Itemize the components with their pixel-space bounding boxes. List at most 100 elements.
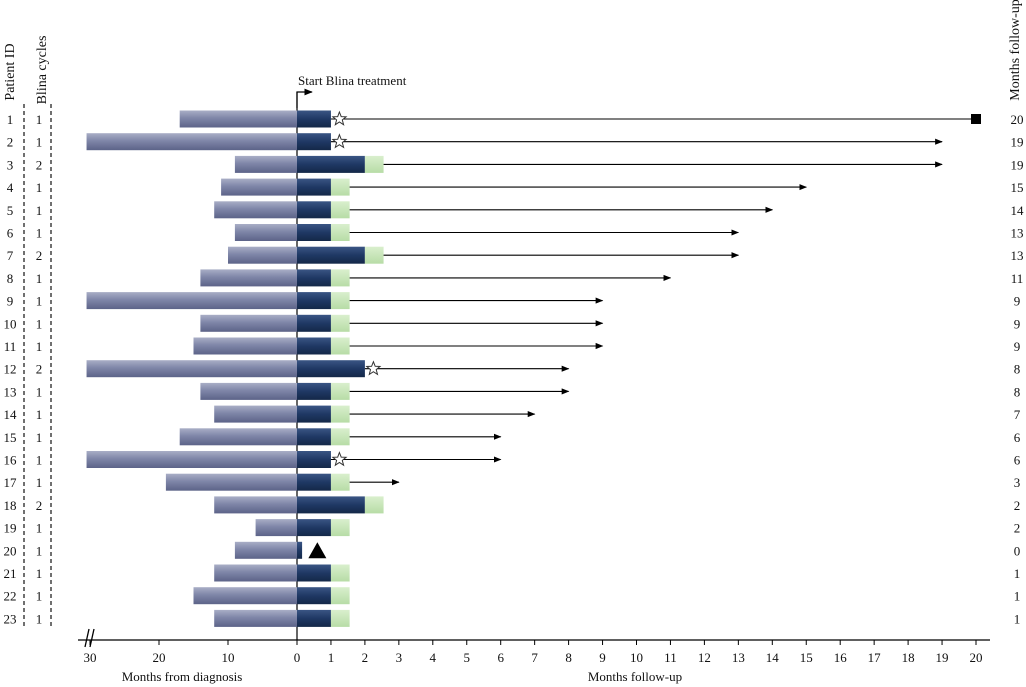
follow-up-value-label: 8 <box>1014 384 1021 399</box>
patient-row: 5 1 14 <box>7 201 1025 219</box>
post-treatment-bar <box>330 292 350 310</box>
blina-cycles-label: 2 <box>36 362 43 377</box>
right-tick-label: 16 <box>834 650 848 665</box>
post-treatment-bar <box>330 314 350 332</box>
follow-up-value-label: 2 <box>1014 498 1021 513</box>
diagnosis-bar <box>193 337 297 355</box>
diagnosis-bar <box>255 519 297 537</box>
post-treatment-bar <box>364 246 384 264</box>
patient-row: 6 1 13 <box>7 224 1024 241</box>
blina-cycles-label: 1 <box>36 543 43 558</box>
patient-row: 21 1 1 <box>4 564 1020 582</box>
blina-bar <box>297 360 365 378</box>
patient-row: 12 2 8 <box>4 360 1020 378</box>
diagnosis-bar <box>86 360 297 378</box>
follow-up-value-label: 0 <box>1014 543 1021 558</box>
patient-row: 2 1 19 <box>7 133 1024 151</box>
patient-row: 10 1 9 <box>4 314 1021 332</box>
follow-up-value-label: 9 <box>1014 294 1021 309</box>
blina-cycles-label: 1 <box>36 430 43 445</box>
blina-cycles-label: 1 <box>36 112 43 127</box>
right-tick-label: 20 <box>970 650 983 665</box>
blina-cycles-label: 1 <box>36 475 43 490</box>
patient-id-label: 18 <box>4 498 17 513</box>
patient-row: 8 1 11 <box>7 269 1023 287</box>
right-tick-label: 12 <box>698 650 711 665</box>
patient-row: 15 1 6 <box>4 428 1021 446</box>
blina-bar <box>297 541 303 559</box>
blina-cycles-label: 1 <box>36 294 43 309</box>
follow-up-value-label: 6 <box>1014 453 1021 468</box>
blina-cycles-label: 1 <box>36 271 43 286</box>
right-tick-label: 13 <box>732 650 745 665</box>
patient-id-label: 22 <box>4 589 17 604</box>
right-tick-label: 18 <box>902 650 915 665</box>
patient-row: 14 1 7 <box>4 405 1021 423</box>
right-tick-label: 6 <box>497 650 504 665</box>
post-treatment-bar <box>330 337 350 355</box>
blina-cycles-label: 2 <box>36 498 43 513</box>
blina-bar <box>297 496 365 514</box>
patient-id-label: 9 <box>7 294 14 309</box>
follow-up-value-label: 9 <box>1014 316 1021 331</box>
post-treatment-bar <box>330 609 350 627</box>
follow-up-value-label: 14 <box>1011 203 1025 218</box>
diagnosis-bar <box>86 133 297 151</box>
right-tick-label: 15 <box>800 650 813 665</box>
blina-bar <box>297 405 331 423</box>
blina-cycles-label: 1 <box>36 566 43 581</box>
months-follow-up-header: Months follow-up <box>1008 0 1023 101</box>
blina-bar <box>297 314 331 332</box>
follow-up-value-label: 6 <box>1014 430 1021 445</box>
follow-up-value-label: 20 <box>1011 112 1024 127</box>
patient-id-label: 15 <box>4 430 17 445</box>
patient-id-label: 11 <box>4 339 17 354</box>
blina-bar <box>297 133 331 151</box>
post-treatment-bar <box>330 269 350 287</box>
diagnosis-bar <box>165 473 297 491</box>
star-marker <box>365 360 382 376</box>
right-tick-label: 2 <box>362 650 369 665</box>
diagnosis-bar <box>214 405 297 423</box>
star-marker <box>331 133 348 149</box>
diagnosis-bar <box>214 564 297 582</box>
patient-row: 11 1 9 <box>4 337 1020 355</box>
blina-cycles-label: 2 <box>36 248 43 263</box>
post-treatment-bar <box>330 519 350 537</box>
follow-up-value-label: 1 <box>1014 589 1021 604</box>
post-treatment-bar <box>330 178 350 196</box>
blina-bar <box>297 337 331 355</box>
left-tick-label: 20 <box>153 650 166 665</box>
follow-up-value-label: 2 <box>1014 521 1021 536</box>
patient-row: 3 2 19 <box>7 155 1024 173</box>
follow-up-value-label: 3 <box>1014 475 1021 490</box>
right-tick-label: 8 <box>565 650 572 665</box>
patient-row: 16 1 6 <box>4 451 1021 468</box>
blina-bar <box>297 451 331 468</box>
patient-id-label: 12 <box>4 362 17 377</box>
blina-cycles-label: 1 <box>36 611 43 626</box>
follow-up-value-label: 19 <box>1011 157 1024 172</box>
axis-break <box>84 628 95 648</box>
patient-id-label: 23 <box>4 611 17 626</box>
start-blina-arrow <box>296 88 313 108</box>
blina-bar <box>297 519 331 537</box>
diagnosis-bar <box>234 224 297 241</box>
patient-id-label: 19 <box>4 521 17 536</box>
blina-bar <box>297 224 331 241</box>
right-tick-label: 9 <box>599 650 606 665</box>
diagnosis-bar <box>200 269 297 287</box>
right-tick-label: 19 <box>936 650 949 665</box>
blina-cycles-label: 1 <box>36 135 43 150</box>
patient-id-label: 1 <box>7 112 14 127</box>
diagnosis-bar <box>221 178 297 196</box>
follow-up-value-label: 15 <box>1011 180 1024 195</box>
post-treatment-bar <box>330 405 350 423</box>
right-tick-label: 3 <box>396 650 403 665</box>
follow-up-value-label: 1 <box>1014 611 1021 626</box>
diagnosis-bar <box>228 246 297 264</box>
patient-row: 4 1 15 <box>7 178 1024 196</box>
blina-cycles-label: 1 <box>36 384 43 399</box>
diagnosis-bar <box>200 314 297 332</box>
